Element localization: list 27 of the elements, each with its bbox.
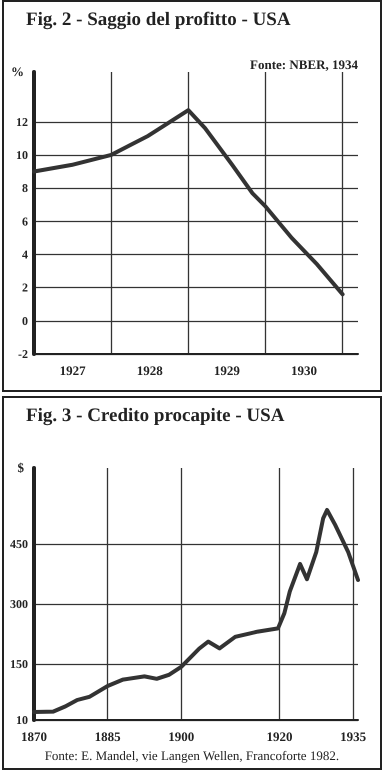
y-tick-label: 10	[16, 713, 28, 727]
x-tick-label: 1927	[60, 363, 86, 378]
x-tick-label: 1885	[94, 729, 122, 744]
y-tick-label: 0	[22, 314, 28, 328]
y-tick-label: -2	[18, 347, 28, 361]
y-tick-label: 300	[10, 597, 28, 611]
x-tick-label: 1928	[136, 363, 164, 378]
x-tick-label: 1935	[340, 729, 367, 744]
y-tick-label: 150	[10, 657, 28, 671]
y-tick-label: 12	[16, 114, 28, 129]
y-tick-label: 8	[22, 181, 28, 196]
y-tick-label: 6	[22, 214, 28, 228]
y-tick-label: 450	[10, 537, 28, 551]
source-note: Fonte: E. Mandel, vie Langen Wellen, Francoforte 1982.	[44, 748, 340, 763]
y-tick-label: 10	[16, 148, 28, 162]
x-tick-label: 1929	[214, 363, 240, 378]
source-note: Fonte: NBER, 1934	[250, 57, 358, 72]
chart-title: Fig. 2 - Saggio del profitto - USA	[26, 9, 291, 30]
y-axis-title: %	[11, 64, 24, 79]
x-tick-label: 1930	[291, 363, 317, 378]
x-tick-label: 1870	[21, 729, 47, 744]
y-tick-label: 2	[22, 280, 28, 295]
x-tick-label: 1920	[266, 729, 292, 744]
y-tick-label: 4	[22, 247, 28, 262]
x-tick-label: 1900	[168, 729, 194, 744]
y-axis-title: $	[18, 460, 24, 475]
chart-title: Fig. 3 - Credito procapite - USA	[26, 405, 285, 426]
